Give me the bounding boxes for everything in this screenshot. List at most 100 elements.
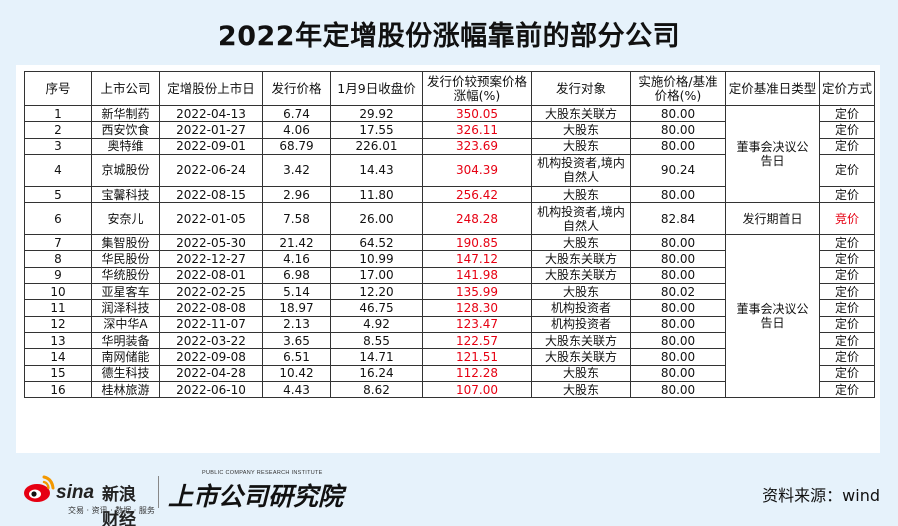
cell-company: 桂林旅游: [91, 380, 160, 399]
table-row: 12 深中华A 2022-11-07 2.13 4.92 123.47 机构投资者 80.00…: [24, 315, 875, 333]
cell-no: 14: [24, 348, 92, 366]
cell-gain: 112.28: [422, 364, 532, 382]
cell-target: 大股东关联方: [531, 250, 631, 268]
source-note: 资料来源：wind: [762, 486, 880, 505]
cell-method: 定价: [819, 234, 875, 252]
cell-date: 2022-04-28: [159, 364, 263, 382]
col-header-target: 发行对象: [531, 71, 631, 106]
cell-price: 21.42: [262, 234, 331, 252]
header-row: 序号 上市公司 定增股份上市日 发行价格 1月9日收盘价 发行价较预案价格涨幅(…: [24, 71, 875, 106]
table-row: 5 宝馨科技 2022-08-15 2.96 11.80 256.42 大股东 80.00 定价: [24, 185, 875, 204]
cell-method: 定价: [819, 185, 875, 204]
cell-ratio: 80.00: [630, 250, 726, 268]
cell-company: 奥特维: [91, 137, 160, 155]
cell-method: 定价: [819, 348, 875, 366]
cell-target: 机构投资者: [531, 299, 631, 317]
table-row: 10 亚星客车 2022-02-25 5.14 12.20 135.99 大股东 80.02 定…: [24, 283, 875, 301]
cell-target: 大股东: [531, 185, 631, 204]
cell-no: 3: [24, 137, 92, 155]
data-table: 序号 上市公司 定增股份上市日 发行价格 1月9日收盘价 发行价较预案价格涨幅(…: [24, 71, 875, 399]
cell-price: 4.43: [262, 380, 331, 399]
cell-price: 5.14: [262, 283, 331, 301]
sina-name: sina: [56, 482, 95, 503]
cell-no: 11: [24, 299, 92, 317]
cell-date: 2022-09-01: [159, 137, 263, 155]
cell-basis: 董事会决议公告日: [725, 234, 820, 399]
cell-gain: 350.05: [422, 104, 532, 123]
cell-date: 2022-06-10: [159, 380, 263, 399]
table-row: 11 润泽科技 2022-08-08 18.97 46.75 128.30 机构投资者 80.…: [24, 299, 875, 317]
col-header-basis: 定价基准日类型: [725, 71, 820, 106]
table-row: 16 桂林旅游 2022-06-10 4.43 8.62 107.00 大股东 80.00 定价: [24, 380, 875, 399]
cell-method: 定价: [819, 364, 875, 382]
cell-gain: 147.12: [422, 250, 532, 268]
cell-company: 西安饮食: [91, 121, 160, 139]
cell-target: 大股东: [531, 364, 631, 382]
cell-no: 15: [24, 364, 92, 382]
cell-date: 2022-05-30: [159, 234, 263, 252]
cell-gain: 248.28: [422, 202, 532, 236]
cell-company: 京城股份: [91, 153, 160, 187]
cell-company: 华明装备: [91, 331, 160, 350]
cell-gain: 190.85: [422, 234, 532, 252]
cell-ratio: 80.00: [630, 299, 726, 317]
cell-date: 2022-08-15: [159, 185, 263, 204]
cell-ratio: 82.84: [630, 202, 726, 236]
cell-price: 6.74: [262, 104, 331, 123]
cell-date: 2022-01-27: [159, 121, 263, 139]
cell-date: 2022-04-13: [159, 104, 263, 123]
cell-close: 17.55: [330, 121, 423, 139]
cell-gain: 256.42: [422, 185, 532, 204]
cell-target: 大股东: [531, 121, 631, 139]
cell-target: 机构投资者,境内自然人: [531, 153, 631, 187]
table-row: 9 华统股份 2022-08-01 6.98 17.00 141.98 大股东关联方 80.0…: [24, 266, 875, 285]
cell-target: 大股东关联方: [531, 348, 631, 366]
cell-no: 5: [24, 185, 92, 204]
cell-price: 68.79: [262, 137, 331, 155]
cell-gain: 107.00: [422, 380, 532, 399]
research-institute-logo: PUBLIC COMPANY RESEARCH INSTITUTE 上市公司研究…: [168, 466, 343, 516]
cell-ratio: 80.00: [630, 315, 726, 333]
cell-date: 2022-01-05: [159, 202, 263, 236]
cell-company: 集智股份: [91, 234, 160, 252]
cell-ratio: 80.00: [630, 234, 726, 252]
cell-gain: 122.57: [422, 331, 532, 350]
cell-close: 14.71: [330, 348, 423, 366]
sina-eye-icon: [24, 475, 55, 502]
table-row: 15 德生科技 2022-04-28 10.42 16.24 112.28 大股东 80.00…: [24, 364, 875, 382]
cell-price: 6.51: [262, 348, 331, 366]
sina-cn-name: 新浪财经: [102, 485, 136, 526]
table-body: 1 新华制药 2022-04-13 6.74 29.92 350.05 大股东关联方 80.0…: [24, 104, 875, 399]
cell-ratio: 80.00: [630, 348, 726, 366]
table-panel: 序号 上市公司 定增股份上市日 发行价格 1月9日收盘价 发行价较预案价格涨幅(…: [16, 65, 880, 453]
cell-close: 4.92: [330, 315, 423, 333]
cell-company: 德生科技: [91, 364, 160, 382]
cell-ratio: 80.00: [630, 266, 726, 285]
cell-method: 定价: [819, 315, 875, 333]
cell-price: 18.97: [262, 299, 331, 317]
col-header-price: 发行价格: [262, 71, 331, 106]
cell-company: 华民股份: [91, 250, 160, 268]
cell-no: 8: [24, 250, 92, 268]
cell-close: 64.52: [330, 234, 423, 252]
cell-ratio: 80.00: [630, 185, 726, 204]
table-row: 7 集智股份 2022-05-30 21.42 64.52 190.85 大股东 80.00 董…: [24, 234, 875, 399]
cell-gain: 323.69: [422, 137, 532, 155]
col-header-gain: 发行价较预案价格涨幅(%): [422, 71, 532, 106]
cell-ratio: 80.00: [630, 104, 726, 123]
research-institute-sub: PUBLIC COMPANY RESEARCH INSTITUTE: [202, 470, 323, 476]
sina-finance-logo: sina 新浪财经 交易 · 资讯 · 数据 · 服务: [22, 470, 155, 526]
cell-price: 4.16: [262, 250, 331, 268]
cell-target: 大股东关联方: [531, 266, 631, 285]
cell-no: 4: [24, 153, 92, 187]
cell-date: 2022-12-27: [159, 250, 263, 268]
logo-divider: [158, 476, 159, 508]
cell-ratio: 80.02: [630, 283, 726, 301]
sina-tagline: 交易 · 资讯 · 数据 · 服务: [68, 506, 155, 515]
cell-gain: 141.98: [422, 266, 532, 285]
cell-gain: 121.51: [422, 348, 532, 366]
cell-no: 12: [24, 315, 92, 333]
cell-price: 7.58: [262, 202, 331, 236]
cell-basis: 发行期首日: [725, 202, 820, 236]
cell-price: 2.13: [262, 315, 331, 333]
